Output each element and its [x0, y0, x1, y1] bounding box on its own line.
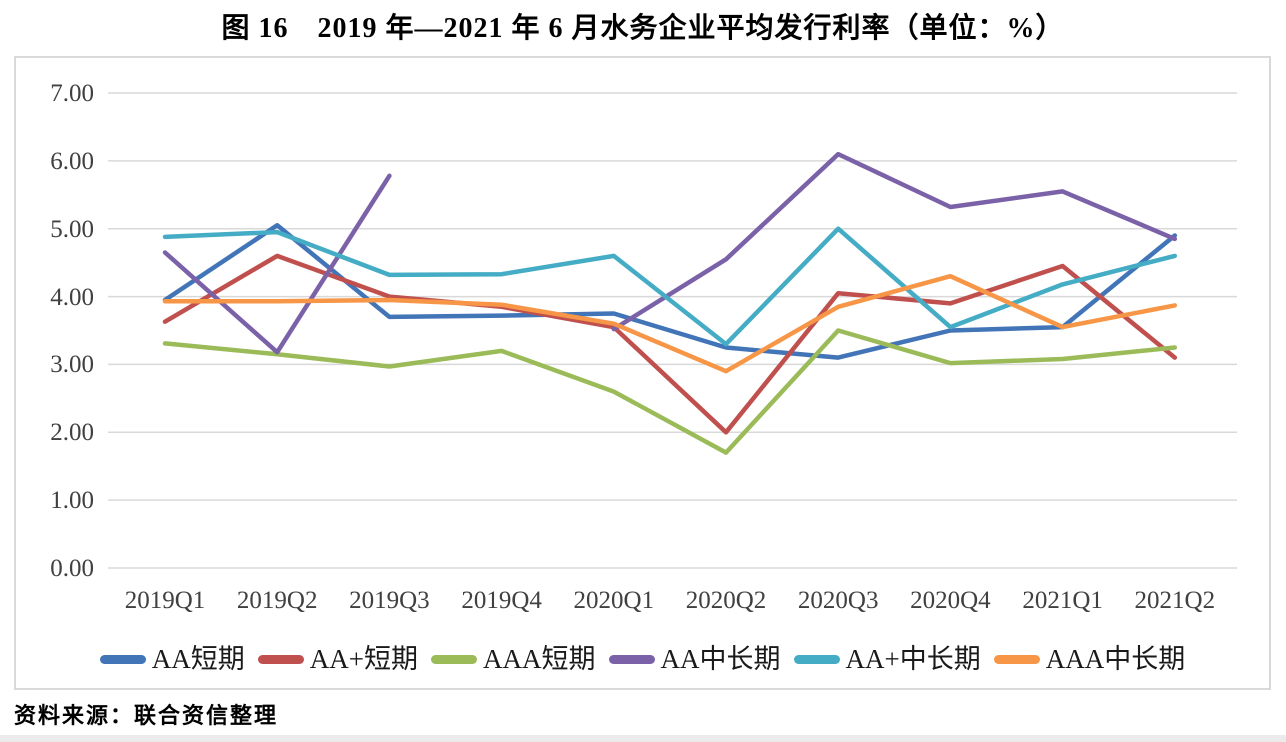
plot-canvas — [108, 92, 1237, 569]
series-line-3 — [611, 151, 1178, 332]
x-axis-label: 2020Q2 — [685, 587, 767, 614]
legend-label: AA+短期 — [309, 644, 418, 674]
x-axis-label: 2019Q2 — [236, 587, 318, 614]
legend-label: AAA短期 — [483, 644, 596, 674]
series-line-3 — [162, 173, 392, 355]
legend-item-1: AA+短期 — [257, 644, 418, 674]
source-note: 资料来源：联合资信整理 — [14, 703, 279, 728]
series-line-0 — [162, 223, 1178, 360]
y-axis-label: 5.00 — [50, 215, 94, 243]
x-axis-label: 2019Q1 — [124, 587, 206, 614]
y-axis-label: 1.00 — [50, 487, 94, 515]
legend-swatch — [608, 655, 655, 664]
y-axis-label: 6.00 — [50, 147, 94, 175]
x-axis-label: 2020Q1 — [573, 587, 655, 614]
legend-item-3: AA中长期 — [608, 644, 781, 674]
x-axis-label: 2021Q2 — [1134, 587, 1216, 614]
legend-item-5: AAA中长期 — [993, 644, 1186, 674]
page-bottom-divider — [0, 735, 1286, 742]
legend-swatch — [257, 655, 304, 664]
legend-swatch — [793, 655, 840, 664]
series-line-2 — [162, 328, 1178, 455]
legend-item-4: AA+中长期 — [793, 644, 981, 674]
series-line-1 — [162, 253, 1178, 435]
legend-swatch — [993, 655, 1040, 664]
legend-label: AA+中长期 — [845, 644, 981, 674]
y-axis-label: 4.00 — [50, 283, 94, 311]
legend-swatch — [99, 655, 146, 664]
x-axis-label: 2021Q1 — [1022, 587, 1103, 614]
legend-label: AAA中长期 — [1045, 644, 1186, 674]
y-axis-label: 0.00 — [50, 555, 94, 582]
legend: AA短期 AA+短期 AAA短期 AA中长期 AA+中长期 AAA中长期 — [16, 646, 1269, 673]
x-axis-label: 2019Q4 — [461, 587, 542, 614]
y-axis-label: 7.00 — [50, 80, 94, 107]
y-axis-label: 2.00 — [50, 419, 94, 447]
y-axis-label: 3.00 — [50, 351, 94, 379]
series-line-4 — [162, 226, 1178, 347]
legend-swatch — [431, 655, 477, 664]
series-line-5 — [162, 273, 1178, 374]
chart-title: 图 16 2019 年—2021 年 6 月水务企业平均发行利率（单位：%） — [221, 13, 1065, 44]
x-axis-label: 2020Q4 — [910, 587, 991, 614]
x-axis-label: 2020Q3 — [797, 587, 879, 614]
legend-item-2: AAA短期 — [431, 646, 596, 673]
legend-label: AA中长期 — [660, 644, 781, 674]
x-axis-label: 2019Q3 — [349, 587, 430, 614]
legend-item-0: AA短期 — [99, 644, 245, 674]
legend-label: AA短期 — [151, 644, 245, 674]
chart-area: 0.00 1.00 2.00 3.00 4.00 5.00 6.00 7.00 2019Q1 2… — [14, 56, 1271, 690]
